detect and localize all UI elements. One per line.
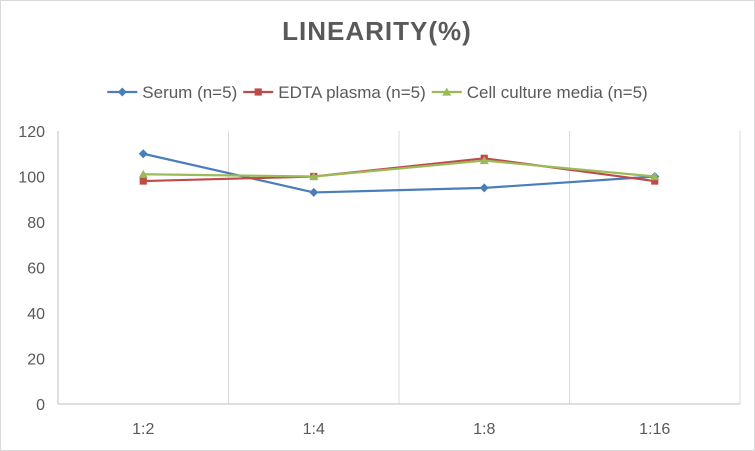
series-line <box>143 159 655 178</box>
data-point <box>651 177 659 185</box>
y-tick-label: 40 <box>27 306 45 323</box>
legend-label: EDTA plasma (n=5) <box>278 83 426 102</box>
legend-label: Serum (n=5) <box>142 83 237 102</box>
chart-title: LINEARITY(%) <box>282 16 472 46</box>
legend-marker-icon <box>117 87 127 97</box>
data-point <box>139 177 147 185</box>
legend-label: Cell culture media (n=5) <box>467 83 648 102</box>
x-tick-labels: 1:2 1:4 1:8 1:16 <box>132 421 670 438</box>
series-line <box>143 152 655 194</box>
legend-marker-icon <box>254 88 262 96</box>
x-tick-label: 1:2 <box>132 421 154 438</box>
y-tick-label: 100 <box>18 170 45 187</box>
data-point <box>479 183 489 193</box>
data-point <box>309 172 319 181</box>
y-tick-label: 80 <box>27 215 45 232</box>
data-point <box>138 169 148 178</box>
data-point <box>479 156 489 165</box>
data-point <box>138 149 148 159</box>
y-tick-label: 0 <box>36 397 45 414</box>
x-tick-label: 1:4 <box>303 421 325 438</box>
data-point <box>650 172 660 181</box>
y-tick-labels: 0 20 40 60 80 100 120 <box>18 124 45 414</box>
legend: Serum (n=5) EDTA plasma (n=5) Cell culture… <box>107 83 648 102</box>
x-tick-label: 1:16 <box>639 421 670 438</box>
grid <box>228 131 741 404</box>
series-3 <box>138 156 660 181</box>
y-tick-label: 20 <box>27 352 45 369</box>
data-point <box>309 187 319 197</box>
legend-marker-icon <box>442 87 452 96</box>
series-layer <box>138 149 660 197</box>
x-tick-label: 1:8 <box>473 421 495 438</box>
legend-item: Serum (n=5) <box>107 83 237 102</box>
legend-item: Cell culture media (n=5) <box>431 83 648 102</box>
series-line <box>143 157 655 183</box>
axes <box>57 131 740 405</box>
y-tick-label: 60 <box>27 261 45 278</box>
legend-item: EDTA plasma (n=5) <box>243 83 426 102</box>
y-tick-label: 120 <box>18 124 45 141</box>
